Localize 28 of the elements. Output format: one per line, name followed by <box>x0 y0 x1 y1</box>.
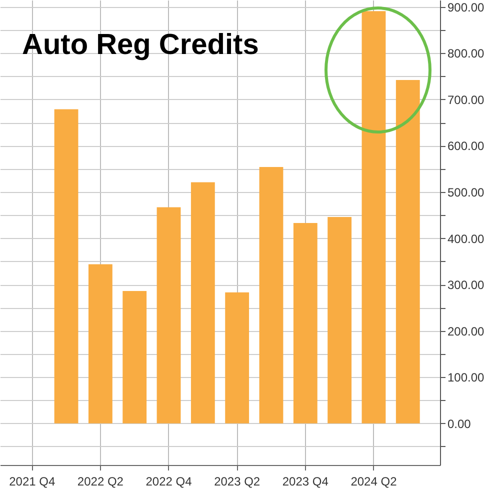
y-tick-label: 800.00 <box>448 46 485 61</box>
bar <box>88 264 112 424</box>
y-tick-label: 500.00 <box>448 186 485 200</box>
x-tick-label: 2024 Q2 <box>350 474 398 488</box>
bar <box>259 167 284 424</box>
y-tick-label: 700.00 <box>448 92 485 107</box>
x-tick-label: 2023 Q4 <box>282 474 329 488</box>
y-tick-label: 100.00 <box>448 370 485 385</box>
y-tick-label: 300.00 <box>448 278 485 292</box>
bar <box>293 223 318 424</box>
x-tick-label: 2022 Q4 <box>146 474 192 488</box>
bar <box>190 182 215 424</box>
bar <box>396 80 420 424</box>
y-tick-label: 400.00 <box>448 232 485 246</box>
bar <box>328 217 352 424</box>
bar <box>225 292 250 424</box>
bar <box>362 11 386 424</box>
x-tick-label: 2021 Q4 <box>9 474 56 488</box>
text: Auto Reg Credits <box>22 29 259 61</box>
bar <box>122 291 147 424</box>
x-tick-label: 2022 Q2 <box>77 474 124 488</box>
bar <box>54 109 78 424</box>
y-tick-label: 0.00 <box>448 416 472 431</box>
x-tick-label: 2023 Q2 <box>214 474 260 488</box>
y-tick-label: 900.00 <box>448 0 485 14</box>
bar <box>156 207 181 424</box>
y-tick-label: 600.00 <box>448 139 485 154</box>
y-tick-label: 200.00 <box>448 324 485 338</box>
